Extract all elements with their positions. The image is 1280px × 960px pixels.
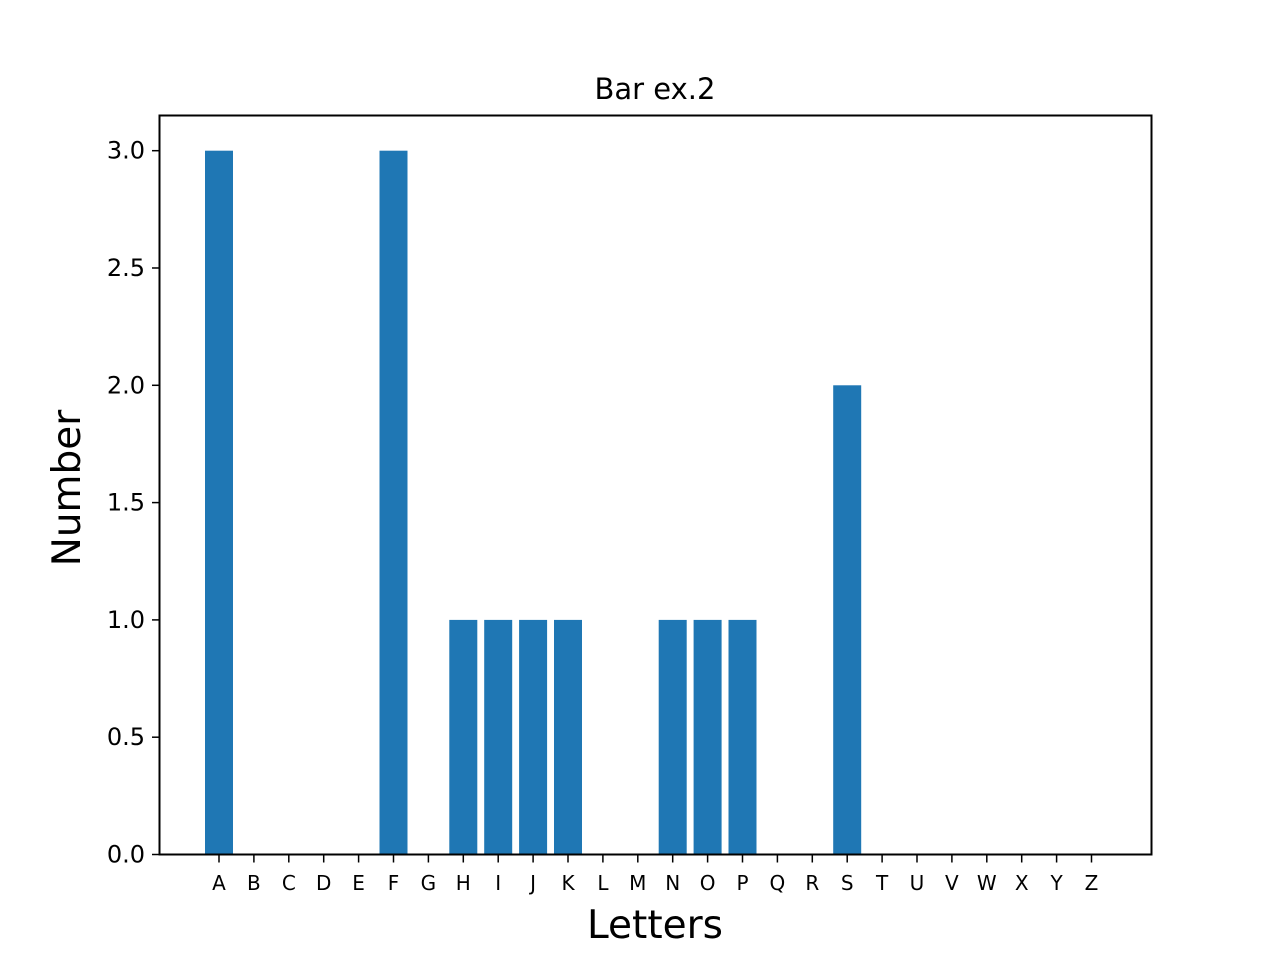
x-tick-label: P (736, 871, 748, 895)
x-tick-label: W (977, 871, 997, 895)
bar-f (379, 150, 408, 855)
bar-s (833, 385, 862, 855)
y-tick-label: 1.0 (107, 606, 145, 634)
bar-i (484, 619, 513, 855)
bar-h (449, 619, 478, 855)
x-tick-label: U (910, 871, 925, 895)
plot-frame (158, 114, 1153, 856)
x-tick-label: K (561, 871, 575, 895)
bar-n (658, 619, 687, 855)
y-tick-label: 0.5 (107, 723, 145, 751)
x-axis-label: Letters (587, 903, 723, 948)
x-tick-label: Y (1049, 871, 1063, 895)
x-tick-label: A (212, 871, 226, 895)
x-tick-label: S (841, 871, 854, 895)
x-tick-label: N (665, 871, 680, 895)
x-tick-label: Q (770, 871, 786, 895)
x-tick-label: B (247, 871, 261, 895)
bar-a (205, 150, 233, 855)
x-tick-label: H (456, 871, 471, 895)
bar-p (728, 619, 757, 855)
x-tick-label: M (629, 871, 646, 895)
x-tick-label: X (1015, 871, 1029, 895)
y-tick-label: 1.5 (107, 489, 145, 517)
x-tick-label: T (875, 871, 889, 895)
x-tick-label: F (388, 871, 400, 895)
y-tick-label: 2.0 (107, 371, 145, 399)
x-tick-label: I (495, 871, 501, 895)
x-tick-label: J (528, 871, 536, 895)
x-tick-label: R (805, 871, 819, 895)
y-axis-ticks: 0.0 0.5 1.0 1.5 2.0 2.5 3.0 (107, 137, 160, 869)
bar-o (693, 619, 722, 855)
x-tick-label: V (945, 871, 959, 895)
x-tick-label: Z (1085, 871, 1099, 895)
y-tick-label: 2.5 (107, 254, 145, 282)
y-tick-label: 0.0 (107, 841, 145, 869)
y-tick-label: 3.0 (107, 137, 145, 165)
chart-title: Bar ex.2 (595, 72, 716, 106)
x-tick-label: D (316, 871, 331, 895)
y-axis-label: Number (45, 409, 90, 567)
x-tick-label: G (421, 871, 437, 895)
bar-j (519, 619, 548, 855)
x-tick-label: L (597, 871, 609, 895)
x-tick-label: E (352, 871, 365, 895)
x-tick-label: C (282, 871, 296, 895)
x-tick-label: O (700, 871, 716, 895)
bars-group (205, 150, 862, 855)
bar-k (554, 619, 582, 855)
